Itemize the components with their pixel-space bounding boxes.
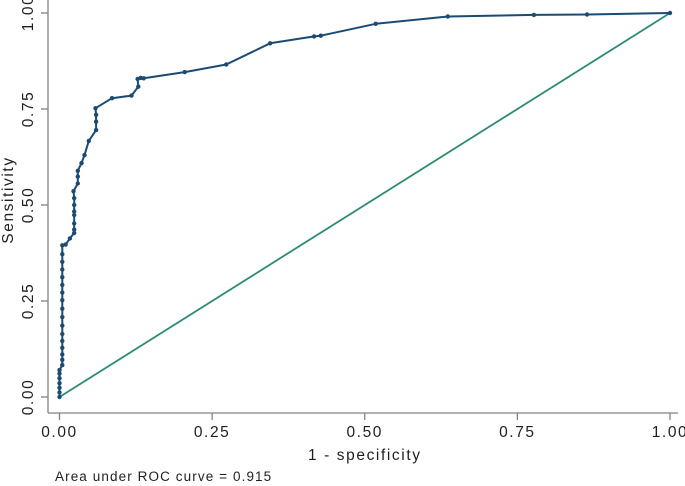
roc-point-marker (311, 34, 317, 39)
roc-point-marker (60, 252, 65, 257)
roc-point-marker (82, 152, 87, 158)
y-tick-label: 0.00 (20, 379, 37, 416)
y-tick-label: 0.50 (20, 187, 37, 224)
roc-point-marker (57, 381, 62, 386)
roc-point-marker (57, 394, 62, 400)
roc-point-marker (60, 306, 65, 311)
roc-point-marker (60, 352, 65, 357)
roc-point-marker (57, 385, 62, 390)
roc-point-marker (93, 112, 99, 118)
roc-point-marker (60, 323, 65, 328)
roc-point-marker (445, 14, 450, 19)
roc-point-marker (72, 227, 77, 232)
roc-point-marker (79, 160, 84, 166)
roc-point-marker (182, 69, 187, 75)
roc-point-marker (129, 93, 134, 98)
auc-caption: Area under ROC curve = 0.915 (55, 469, 272, 484)
roc-point-marker (57, 376, 62, 381)
roc-point-marker (72, 230, 77, 236)
y-axis-ticks: 0.00 0.25 0.50 0.75 1.00 (20, 0, 48, 415)
roc-point-marker (72, 221, 77, 226)
roc-point-marker (67, 236, 73, 241)
roc-point-marker (60, 267, 65, 272)
roc-point-marker (60, 314, 65, 320)
roc-point-marker (63, 242, 68, 247)
roc-point-marker (141, 76, 146, 81)
roc-point-marker (531, 12, 537, 18)
roc-point-marker (60, 298, 65, 303)
roc-point-marker (109, 96, 115, 101)
roc-point-marker (60, 345, 65, 350)
roc-curve-series (57, 10, 673, 400)
roc-point-marker (93, 119, 99, 124)
roc-point-marker (93, 127, 99, 133)
roc-point-marker (136, 84, 141, 89)
roc-point-marker (60, 290, 65, 295)
roc-point-marker (60, 275, 65, 280)
roc-point-marker (267, 41, 273, 46)
roc-point-marker (60, 331, 65, 337)
roc-point-marker (75, 168, 81, 173)
y-tick-label: 1.00 (20, 0, 37, 31)
roc-point-marker (86, 138, 92, 144)
x-tick-label: 0.50 (346, 424, 383, 441)
roc-point-marker (667, 10, 673, 16)
roc-point-marker (60, 338, 65, 344)
roc-point-marker (93, 106, 98, 111)
roc-point-marker (72, 202, 77, 208)
x-axis-ticks: 0.00 0.25 0.50 0.75 1.00 (41, 413, 685, 441)
roc-point-marker (584, 12, 590, 17)
reference-line (58, 12, 671, 398)
reference-diagonal-line (58, 12, 671, 398)
roc-point-marker (60, 243, 65, 248)
x-axis-title: 1 - specificity (308, 447, 422, 464)
roc-point-marker (72, 209, 77, 214)
roc-point-marker (60, 259, 65, 264)
roc-point-marker (72, 195, 77, 201)
roc-point-marker (318, 33, 323, 38)
roc-point-marker (75, 174, 81, 179)
roc-point-marker (373, 21, 378, 26)
y-tick-label: 0.75 (20, 91, 37, 128)
axis-frame (47, 0, 678, 414)
roc-point-marker (60, 362, 65, 368)
roc-point-marker (57, 367, 62, 373)
roc-point-marker (57, 371, 62, 376)
roc-point-marker (57, 390, 62, 395)
x-tick-label: 0.75 (499, 424, 536, 441)
y-tick-label: 0.25 (20, 283, 37, 320)
roc-point-marker (71, 189, 76, 194)
x-tick-label: 0.25 (194, 424, 231, 441)
roc-point-marker (72, 212, 77, 218)
roc-point-marker (224, 62, 229, 67)
y-axis-title: Sensitivity (0, 156, 17, 243)
roc-point-marker (75, 181, 81, 186)
x-tick-label: 0.00 (41, 424, 78, 441)
roc-point-marker (60, 282, 65, 288)
x-tick-label: 1.00 (652, 424, 685, 441)
roc-point-marker (60, 357, 65, 362)
